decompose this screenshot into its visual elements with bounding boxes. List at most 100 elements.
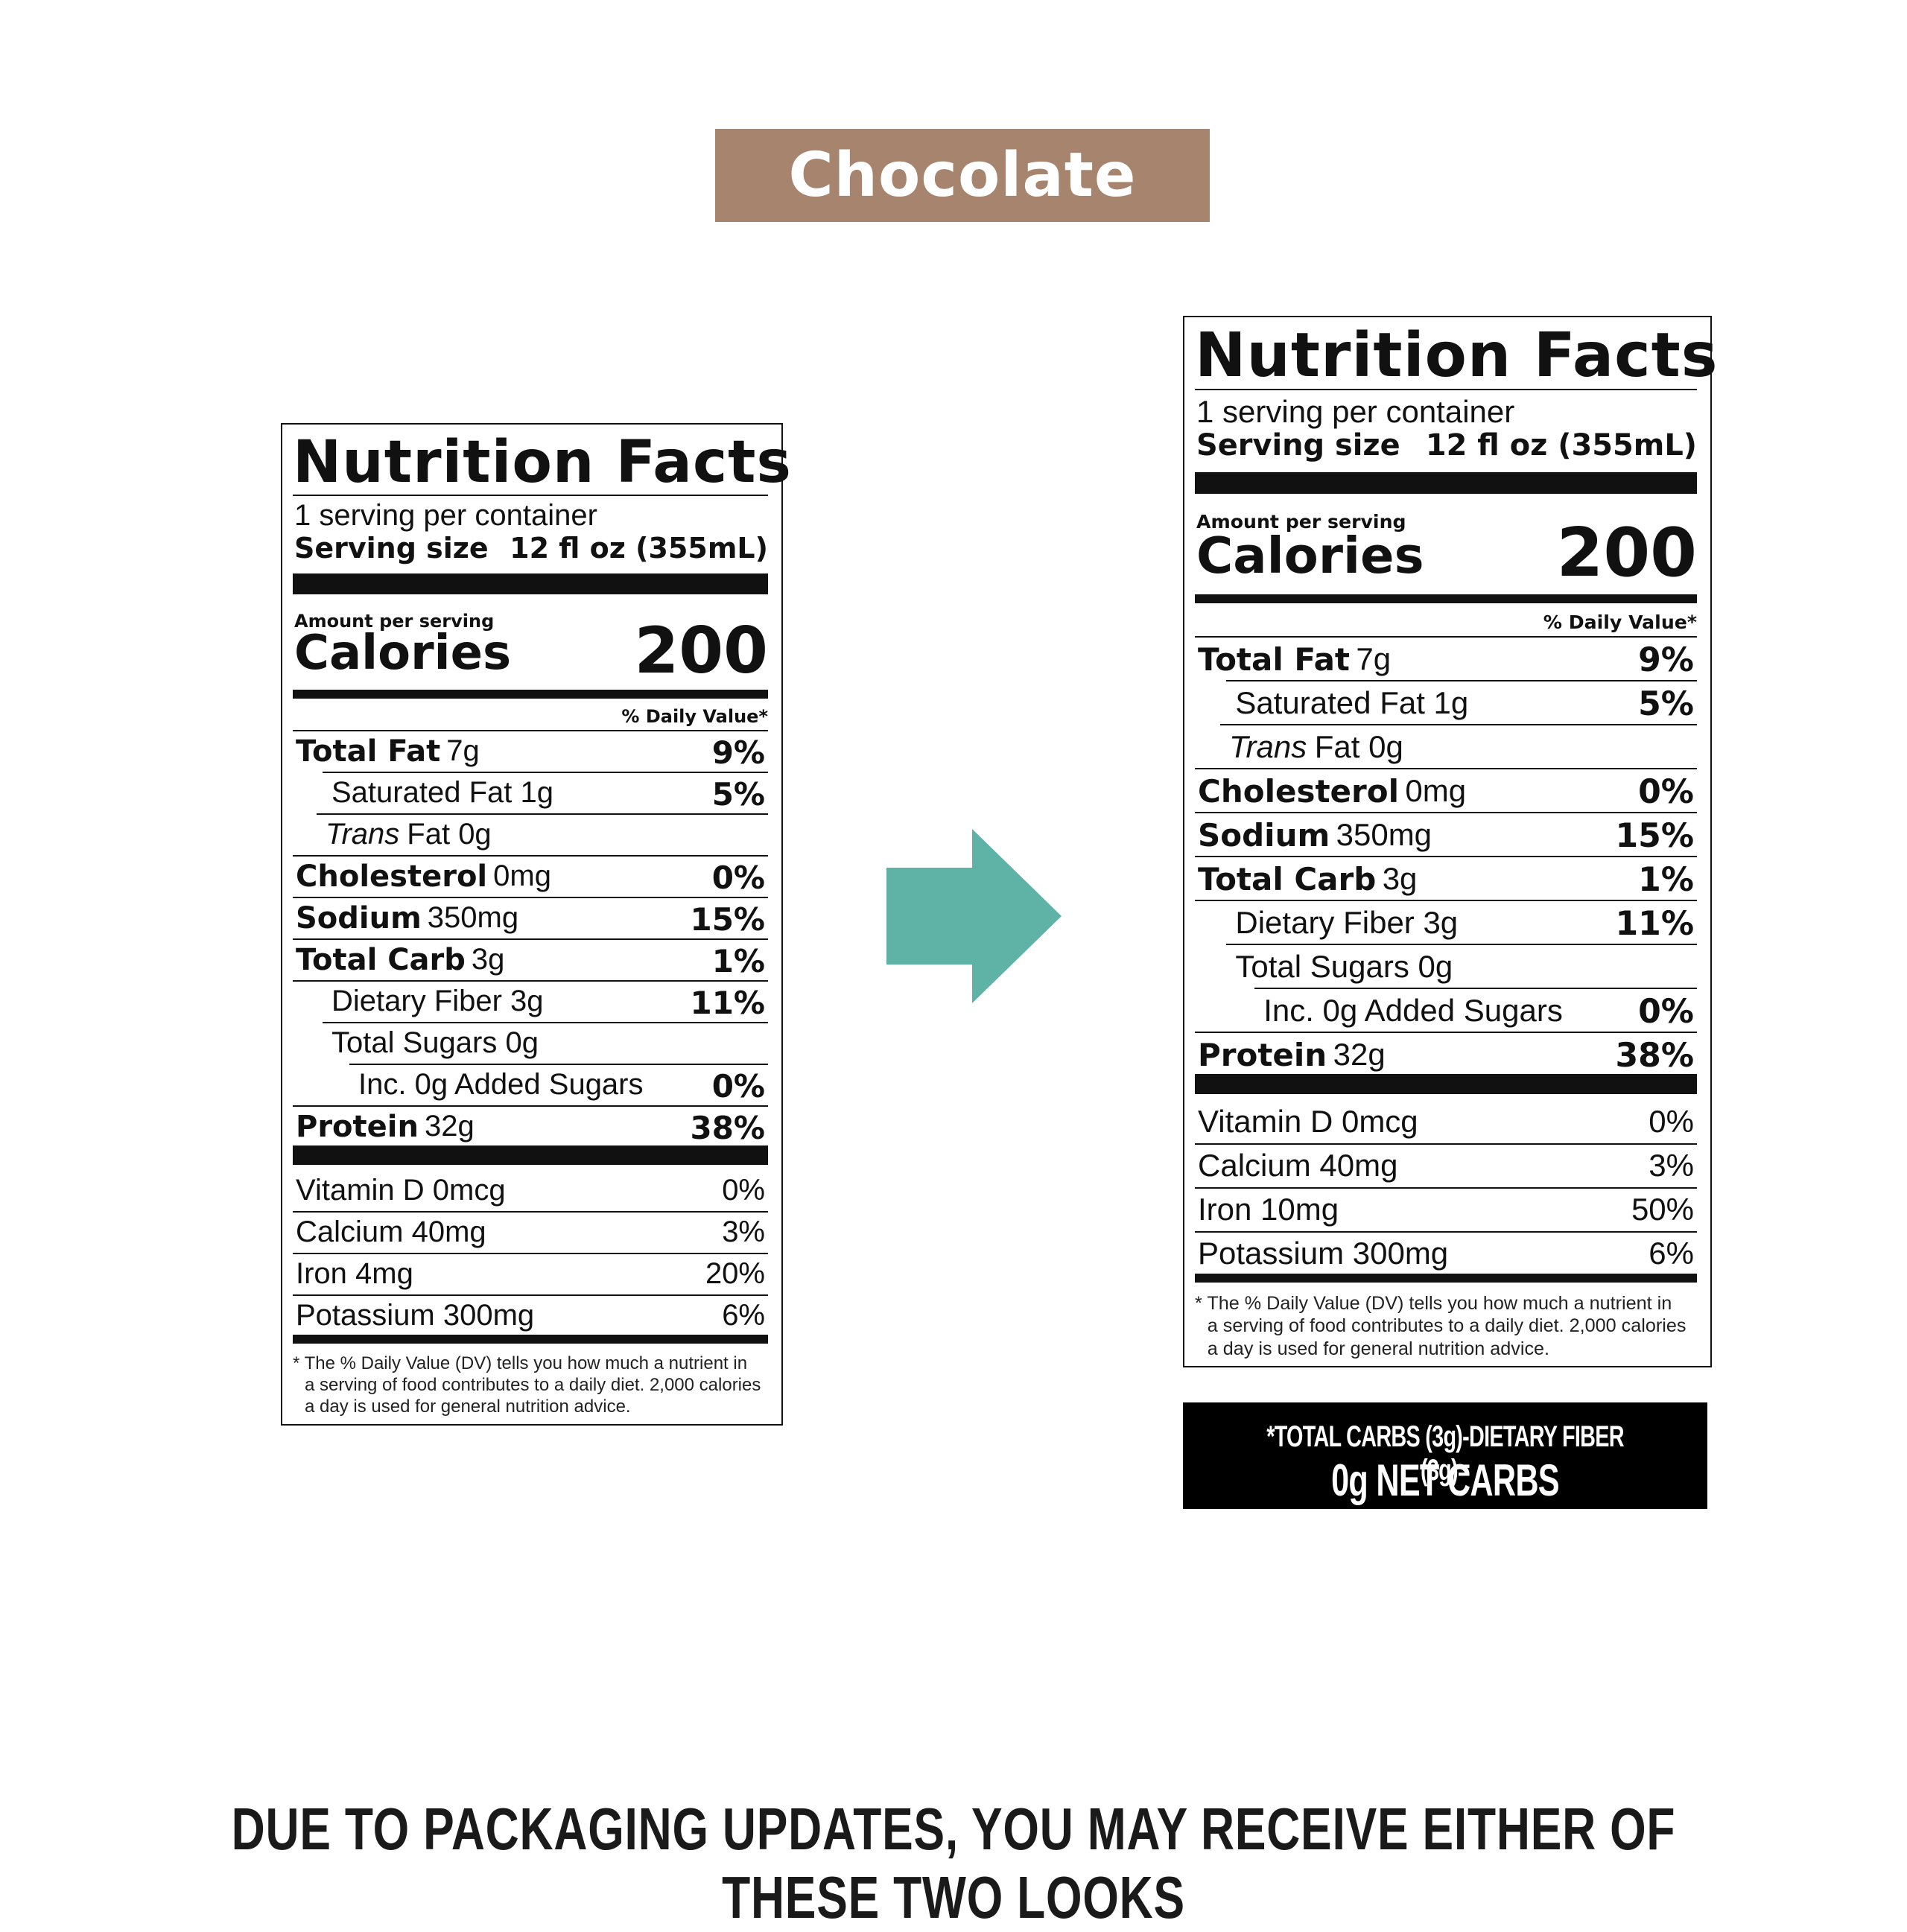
vitamin-dv: 50% bbox=[1631, 1192, 1694, 1227]
nutrient-row-dv: 1% bbox=[711, 943, 765, 979]
nutrient-row-amount: 32g bbox=[424, 1110, 475, 1143]
row-divider bbox=[293, 730, 768, 731]
net-carbs-box: *TOTAL CARBS (3g)-DIETARY FIBER (3g)= 0g… bbox=[1183, 1402, 1707, 1509]
medium-divider bbox=[293, 690, 768, 699]
row-divider bbox=[1226, 944, 1697, 946]
nutrient-row-amount: 0mg bbox=[1405, 772, 1467, 808]
footnote-line: a serving of food contributes to a daily… bbox=[1207, 1315, 1687, 1337]
nutrient-row-italic: Trans bbox=[326, 818, 400, 851]
vitamin-name: Vitamin D 0mcg bbox=[296, 1174, 506, 1207]
row-divider bbox=[1195, 812, 1697, 814]
servings-per-container: 1 serving per container bbox=[294, 499, 597, 532]
row-divider bbox=[1195, 1186, 1697, 1189]
net-carbs-result: 0g NET CARBS bbox=[1331, 1455, 1560, 1505]
daily-value-header: % Daily Value* bbox=[1543, 611, 1697, 633]
nutrient-row-name: Sodium bbox=[296, 901, 422, 935]
nutrition-label-new: Nutrition Facts 1 serving per container Se… bbox=[1183, 316, 1719, 1367]
nutrient-row-amount: 3g bbox=[471, 943, 505, 976]
row-divider bbox=[1195, 768, 1697, 770]
calories-label: Calories bbox=[294, 626, 512, 681]
title-divider bbox=[1195, 389, 1697, 391]
nutrient-row-amount: Inc. 0g Added Sugars bbox=[1263, 992, 1563, 1028]
nutrient-row-dv: 11% bbox=[690, 985, 765, 1021]
amount-per-serving: Amount per serving bbox=[1196, 511, 1406, 533]
nutrient-row-amount: Dietary Fiber 3g bbox=[1235, 904, 1459, 940]
nutrient-row-name: Sodium bbox=[1198, 816, 1330, 854]
calories-value: 200 bbox=[1556, 514, 1698, 593]
serving-size-value: 12 fl oz (355mL) bbox=[510, 532, 768, 565]
footnote-line: a day is used for general nutrition advi… bbox=[1207, 1338, 1550, 1359]
vitamin-dv: 3% bbox=[722, 1216, 765, 1248]
row-divider bbox=[293, 855, 768, 857]
row-divider bbox=[317, 813, 768, 815]
flavor-banner: Chocolate bbox=[715, 129, 1210, 222]
nutrient-row-dv: 9% bbox=[711, 734, 765, 771]
nutrient-row-name: Total Fat bbox=[296, 734, 441, 769]
nutrient-row-dv: 11% bbox=[1615, 904, 1694, 943]
nutrient-row-amount: 7g bbox=[446, 734, 480, 767]
calories-value: 200 bbox=[634, 614, 768, 688]
thick-divider bbox=[293, 1145, 768, 1165]
vitamin-name: Iron 10mg bbox=[1198, 1192, 1339, 1227]
vitamin-dv: 0% bbox=[1649, 1104, 1694, 1139]
nutrient-row-dv: 5% bbox=[1638, 684, 1694, 723]
row-divider bbox=[1195, 636, 1697, 638]
nutrient-row-amount: Dietary Fiber 3g bbox=[331, 985, 544, 1017]
serving-size-label: Serving size bbox=[294, 532, 489, 565]
nutrient-row-name: Protein bbox=[296, 1110, 419, 1144]
medium-divider bbox=[1195, 594, 1697, 604]
medium-divider bbox=[1195, 1273, 1697, 1283]
footnote-line: a serving of food contributes to a daily… bbox=[305, 1375, 761, 1395]
nutrient-row-amount: Total Sugars 0g bbox=[1235, 948, 1453, 984]
flavor-name: Chocolate bbox=[788, 140, 1137, 211]
row-divider bbox=[1254, 988, 1697, 990]
nutrient-row-amount: Saturated Fat 1g bbox=[1235, 684, 1469, 720]
nutrient-row-dv: 15% bbox=[1615, 816, 1694, 855]
nutrient-row-name: Total Carb bbox=[296, 943, 466, 977]
nutrient-row-amount: 3g bbox=[1382, 860, 1418, 896]
nutrient-row-dv: 5% bbox=[711, 776, 765, 813]
serving-size-label: Serving size bbox=[1196, 428, 1400, 463]
medium-divider bbox=[293, 1335, 768, 1344]
row-divider bbox=[1219, 724, 1697, 726]
vitamin-dv: 6% bbox=[1649, 1236, 1694, 1271]
vitamin-name: Iron 4mg bbox=[296, 1257, 413, 1290]
nutrient-row-amount: 7g bbox=[1356, 641, 1392, 676]
row-divider bbox=[323, 772, 768, 773]
packaging-notice: DUE TO PACKAGING UPDATES, YOU MAY RECEIV… bbox=[231, 1796, 1676, 1931]
row-divider bbox=[1195, 900, 1697, 902]
row-divider bbox=[293, 1294, 768, 1296]
vitamin-dv: 3% bbox=[1649, 1148, 1694, 1183]
nutrient-row-dv: 38% bbox=[1615, 1036, 1694, 1075]
amount-per-serving: Amount per serving bbox=[294, 611, 495, 632]
nutrient-row-amount: Inc. 0g Added Sugars bbox=[358, 1068, 644, 1101]
nutrient-row-amount: Total Sugars 0g bbox=[331, 1026, 539, 1059]
net-carbs-formula: *TOTAL CARBS (3g)-DIETARY FIBER (3g)= bbox=[1266, 1420, 1624, 1487]
nutrient-row-amount: 0mg bbox=[493, 859, 551, 892]
row-divider bbox=[293, 1211, 768, 1213]
row-divider bbox=[293, 1105, 768, 1107]
row-divider bbox=[1195, 1230, 1697, 1233]
nutrient-row-dv: 0% bbox=[711, 1068, 765, 1105]
row-divider bbox=[1195, 1032, 1697, 1034]
nutrition-facts-title: Nutrition Facts bbox=[293, 429, 792, 496]
calories-label: Calories bbox=[1196, 527, 1424, 585]
thick-divider bbox=[293, 573, 768, 594]
thick-divider bbox=[1195, 1074, 1697, 1095]
footnote-line: a day is used for general nutrition advi… bbox=[305, 1396, 631, 1417]
footnote-line: * The % Daily Value (DV) tells you how m… bbox=[1195, 1292, 1672, 1314]
vitamin-name: Potassium 300mg bbox=[1198, 1236, 1449, 1271]
nutrient-row-amount: 350mg bbox=[1336, 816, 1432, 852]
nutrient-row-dv: 9% bbox=[1638, 641, 1694, 679]
right-arrow-icon bbox=[886, 829, 1062, 1003]
nutrient-row-name: Total Fat bbox=[1198, 641, 1351, 678]
title-divider bbox=[293, 495, 768, 496]
vitamin-name: Potassium 300mg bbox=[296, 1299, 535, 1332]
row-divider bbox=[323, 1022, 768, 1023]
nutrition-label-old: Nutrition Facts 1 serving per container Se… bbox=[281, 423, 792, 1426]
nutrition-facts-title: Nutrition Facts bbox=[1195, 320, 1719, 391]
vitamin-dv: 6% bbox=[722, 1299, 765, 1332]
row-divider bbox=[1226, 680, 1697, 682]
nutrient-row-dv: 1% bbox=[1638, 860, 1694, 899]
serving-size-value: 12 fl oz (355mL) bbox=[1425, 428, 1697, 463]
